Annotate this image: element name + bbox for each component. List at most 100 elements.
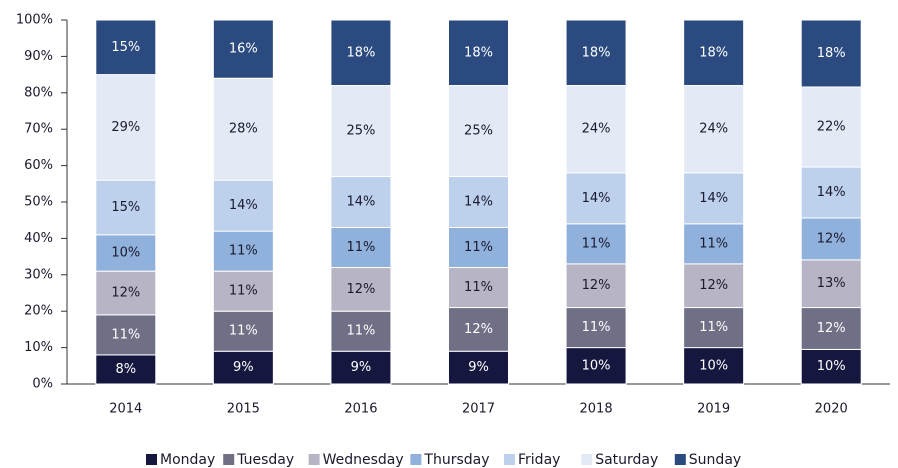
legend-swatch [410, 454, 422, 465]
y-tick-label: 60% [24, 158, 53, 173]
bar-segment [800, 217, 862, 261]
data-label: 18% [464, 45, 493, 60]
data-label: 25% [346, 124, 375, 139]
legend-swatch [674, 454, 686, 465]
data-label: 15% [111, 200, 140, 215]
bar-segment [95, 234, 157, 272]
bar-segment [212, 350, 274, 385]
data-label: 18% [699, 45, 728, 60]
data-label: 12% [817, 321, 846, 336]
bar-segment [800, 19, 862, 88]
data-label: 14% [346, 195, 375, 210]
y-tick-label: 100% [16, 13, 53, 28]
bar-segment [95, 19, 157, 76]
legend-label: Sunday [689, 452, 741, 468]
data-label: 28% [229, 122, 258, 137]
legend-label: Friday [518, 452, 560, 468]
bar-segment [330, 226, 392, 269]
data-label: 11% [464, 240, 493, 255]
data-label: 18% [346, 45, 375, 60]
bar-segment [448, 19, 509, 87]
data-label: 11% [464, 280, 493, 295]
bar-segment [95, 314, 157, 356]
data-label: 24% [699, 122, 728, 137]
bar-segment [448, 307, 509, 352]
data-label: 15% [111, 40, 140, 55]
legend-label: Thursday [423, 452, 489, 468]
x-tick-label: 2014 [109, 402, 142, 417]
data-label: 12% [346, 282, 375, 297]
y-tick-label: 40% [24, 231, 53, 246]
data-label: 10% [817, 359, 846, 374]
data-label: 12% [582, 278, 611, 293]
data-label: 11% [582, 320, 611, 335]
data-label: 11% [229, 284, 258, 299]
bar-segment [330, 310, 392, 352]
bar-segment [683, 223, 745, 265]
data-label: 11% [699, 320, 728, 335]
bar-segment [95, 74, 157, 181]
x-tick-label: 2017 [462, 402, 495, 417]
legend-label: Tuesday [236, 452, 294, 468]
bar-segment [565, 172, 627, 225]
data-label: 11% [582, 236, 611, 251]
data-label: 11% [111, 327, 140, 342]
bar-segment [330, 350, 392, 385]
bar-segment [448, 350, 509, 385]
data-label: 10% [582, 358, 611, 373]
x-tick-label: 2015 [227, 402, 260, 417]
bar-segment [212, 270, 274, 312]
bar-segment [565, 223, 627, 265]
data-label: 16% [229, 42, 258, 57]
x-tick-label: 2020 [815, 402, 848, 417]
data-label: 9% [468, 360, 489, 375]
bar-segment [212, 179, 274, 232]
legend-swatch [223, 454, 235, 465]
bar-segment [565, 347, 627, 385]
data-label: 10% [111, 245, 140, 260]
data-label: 18% [817, 46, 846, 61]
y-tick-label: 30% [24, 267, 53, 282]
data-label: 8% [115, 362, 136, 377]
bar-segment [800, 307, 862, 350]
data-label: 9% [233, 360, 254, 375]
data-label: 12% [111, 286, 140, 301]
data-label: 12% [817, 231, 846, 246]
bar-segment [330, 85, 392, 178]
data-label: 14% [464, 195, 493, 210]
bar-segment [800, 166, 862, 219]
y-tick-label: 20% [24, 304, 53, 319]
data-label: 14% [699, 191, 728, 206]
legend-label: Monday [160, 452, 215, 468]
data-label: 11% [346, 324, 375, 339]
data-label: 9% [351, 360, 372, 375]
data-label: 11% [699, 236, 728, 251]
data-label: 14% [229, 198, 258, 213]
bar-segment [448, 226, 509, 269]
data-label: 12% [464, 322, 493, 337]
data-label: 14% [817, 185, 846, 200]
data-label: 10% [699, 358, 728, 373]
bar-segment [95, 354, 157, 385]
bar-segment [212, 77, 274, 181]
data-label: 18% [582, 45, 611, 60]
bar-segment [683, 263, 745, 309]
bar-segment [448, 267, 509, 309]
legend-label: Saturday [595, 452, 658, 468]
legend-swatch [308, 454, 320, 465]
legend-label: Wednesday [323, 452, 404, 468]
y-tick-label: 50% [24, 195, 53, 210]
data-label: 25% [464, 124, 493, 139]
y-tick-label: 70% [24, 122, 53, 137]
bar-segment [683, 19, 745, 87]
y-tick-label: 10% [24, 340, 53, 355]
bar-segment [565, 263, 627, 309]
bar-segment [212, 310, 274, 352]
data-label: 12% [699, 278, 728, 293]
legend-swatch [146, 454, 157, 465]
x-tick-label: 2018 [580, 402, 613, 417]
x-tick-label: 2016 [344, 402, 377, 417]
y-tick-label: 0% [32, 377, 53, 392]
x-tick-label: 2019 [697, 402, 730, 417]
